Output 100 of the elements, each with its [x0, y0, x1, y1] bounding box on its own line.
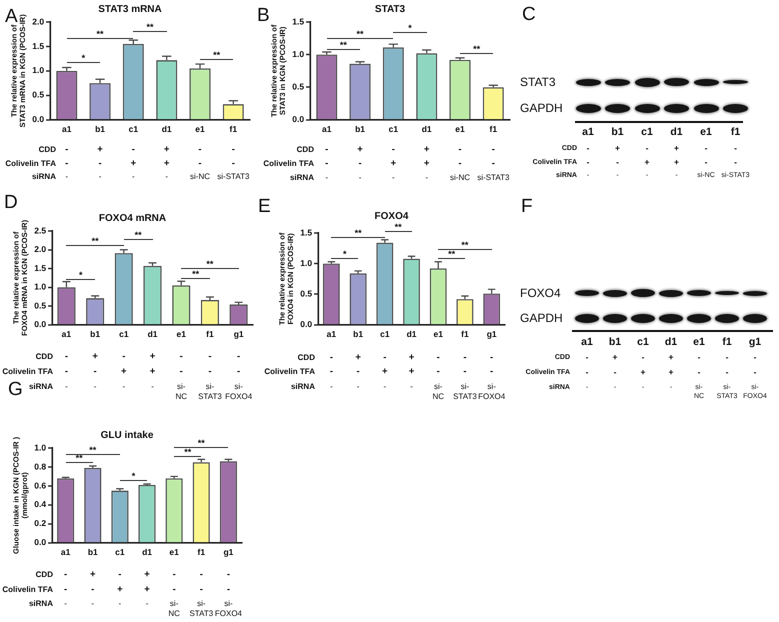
- text: -: [356, 366, 360, 377]
- text: siRNA: [290, 173, 314, 183]
- x-tick-label: c1: [128, 124, 138, 134]
- text: -: [165, 172, 168, 182]
- significance-bracket: **: [200, 50, 234, 60]
- text: +: [144, 584, 150, 595]
- y-tick-label: 2.0: [32, 16, 44, 26]
- text: -: [392, 173, 395, 183]
- text: +: [355, 352, 361, 363]
- text: -: [726, 366, 728, 376]
- text: si-FOXO4: [214, 599, 242, 619]
- x-tick-label: b1: [353, 329, 364, 340]
- text: Colivelin TFA: [2, 367, 53, 377]
- text: -: [726, 352, 728, 362]
- text: -: [237, 366, 240, 377]
- text: si-STAT3: [198, 382, 222, 402]
- text: +: [164, 144, 170, 155]
- text: -: [383, 352, 386, 363]
- text: si-NC: [190, 172, 210, 182]
- text: -: [586, 156, 590, 166]
- significance-bracket: **: [331, 229, 385, 238]
- y-tick-label: 1.0: [292, 48, 304, 59]
- text: +: [390, 158, 396, 169]
- text: -: [91, 584, 94, 595]
- text: +: [668, 352, 674, 362]
- text: STAT3: [520, 75, 556, 89]
- text: -: [151, 382, 154, 392]
- y-tick-label: 1.0: [34, 282, 46, 292]
- text: FOXO4: [520, 286, 561, 300]
- text: +: [644, 156, 650, 166]
- text: siRNA: [32, 172, 56, 182]
- text: -: [754, 366, 756, 376]
- text: -: [330, 366, 333, 377]
- significance-bracket: **: [181, 270, 210, 279]
- text: -: [330, 352, 333, 363]
- text: -: [98, 172, 102, 182]
- text: si-STAT3: [453, 382, 477, 402]
- text: -: [237, 351, 240, 362]
- x-tick-label: b1: [355, 124, 366, 134]
- text: Colivelin TFA: [2, 585, 53, 595]
- x-tick-label: b1: [88, 547, 98, 558]
- text: -: [436, 366, 440, 377]
- text: -: [586, 352, 588, 362]
- chart-title: STAT3: [374, 4, 406, 15]
- text: CDD: [38, 145, 56, 155]
- y-tick-label: 0.0: [34, 319, 46, 330]
- text: siRNA: [290, 382, 315, 392]
- text: +: [408, 352, 414, 363]
- x-tick-label: a1: [322, 124, 332, 134]
- text: -: [586, 366, 588, 376]
- text: si-NC: [175, 382, 188, 402]
- x-tick-label: g1: [486, 329, 497, 340]
- text: -: [492, 158, 495, 169]
- text: -: [65, 144, 68, 155]
- text: si-NC: [450, 173, 470, 183]
- x-tick-label: c1: [119, 329, 129, 340]
- text: +: [424, 144, 430, 155]
- y-tick-label: 2.5: [34, 225, 46, 236]
- y-tick-label: 0.8: [34, 461, 46, 472]
- significance-bracket: **: [66, 446, 120, 455]
- text: +: [674, 142, 679, 152]
- text: si-STAT3: [477, 173, 510, 183]
- text: si-FOXO4: [225, 382, 252, 402]
- text: si-STAT3: [217, 172, 250, 182]
- x-tick-label: g1: [234, 329, 244, 340]
- x-tick-label: e1: [195, 124, 206, 134]
- text: +: [382, 366, 388, 377]
- x-tick-label: e1: [434, 329, 444, 340]
- text: -: [232, 144, 235, 155]
- y-tick-label: 1.5: [34, 262, 46, 273]
- text: si-FOXO4: [478, 382, 506, 402]
- text: -: [330, 382, 333, 392]
- significance-bracket: *: [331, 250, 358, 258]
- text: -: [356, 382, 360, 392]
- text: -: [180, 351, 183, 362]
- text: Colivelin TFA: [263, 159, 314, 169]
- significance-bracket: **: [133, 23, 167, 32]
- text: -: [94, 366, 97, 377]
- text: -: [358, 173, 362, 183]
- significance-bracket: *: [120, 472, 148, 482]
- y-tick-label: 0.5: [34, 300, 46, 310]
- significance-bracket: **: [438, 250, 465, 258]
- text: -: [490, 366, 494, 377]
- chart-title: FOXO4: [374, 210, 409, 222]
- text: -: [458, 158, 462, 169]
- text: -: [65, 158, 68, 168]
- significance-bracket: **: [66, 237, 124, 246]
- text: +: [615, 142, 620, 152]
- text: -: [458, 144, 462, 155]
- text: -: [436, 352, 440, 363]
- text: -: [325, 158, 328, 169]
- text: -: [180, 366, 183, 377]
- text: +: [150, 351, 156, 362]
- text: -: [146, 599, 148, 609]
- text: -: [98, 158, 102, 168]
- text: CDD: [296, 145, 314, 155]
- text: -: [410, 382, 413, 392]
- x-tick-label: d1: [162, 124, 172, 134]
- text: GAPDH: [520, 311, 563, 325]
- text: CDD: [298, 353, 315, 363]
